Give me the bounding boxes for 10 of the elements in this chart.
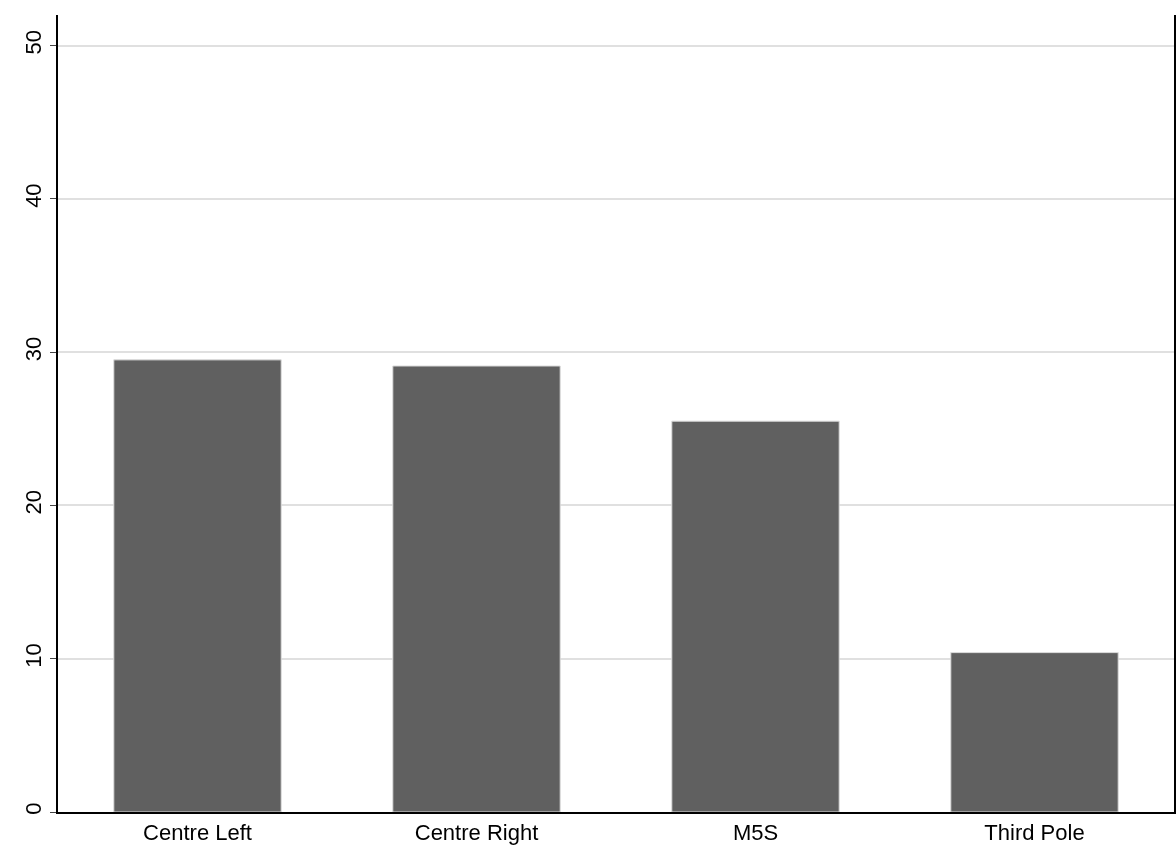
x-tick-label: Centre Right	[414, 820, 539, 846]
y-tick-label: 30	[21, 336, 47, 362]
y-tick-label: 0	[21, 802, 47, 815]
y-tick-label: 10	[21, 643, 47, 668]
y-tick-label: 20	[21, 489, 47, 515]
y-tick-label: 40	[21, 183, 47, 208]
x-tick-label: Centre Left	[143, 820, 252, 846]
y-tick-label: 50	[21, 30, 47, 55]
x-tick-label: M5S	[732, 820, 779, 846]
x-tick-label: Third Pole	[984, 820, 1085, 846]
